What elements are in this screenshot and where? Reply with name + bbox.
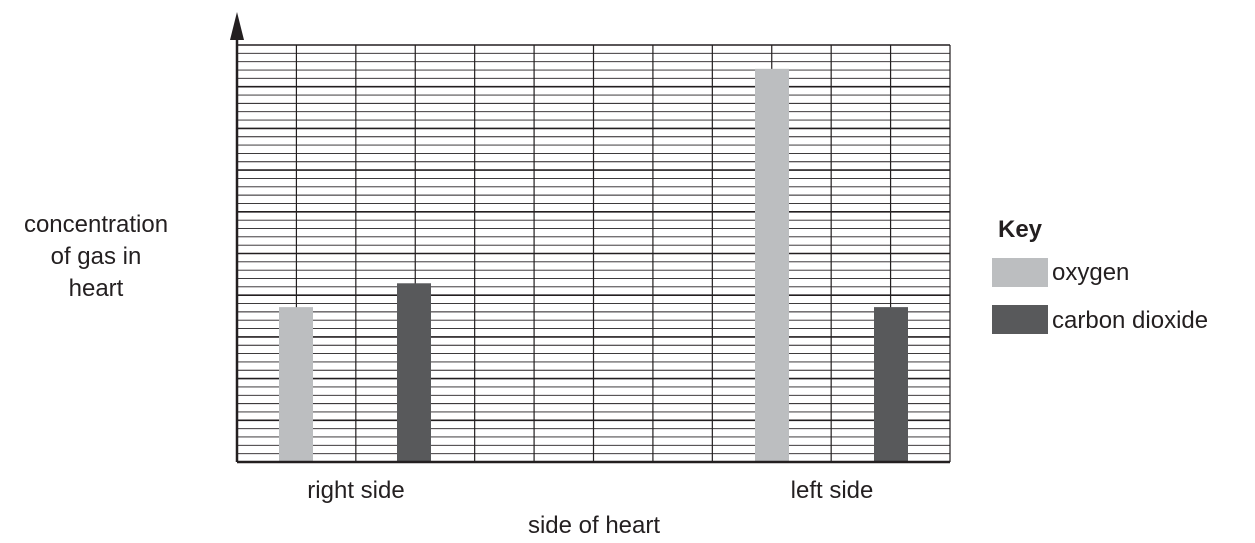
bar-oxygen-left-side (755, 68, 789, 462)
legend-swatch-oxygen (992, 258, 1048, 287)
x-tick-label-left-side: left side (791, 477, 874, 504)
legend-title: Key (998, 216, 1043, 243)
y-axis-label-line-1: concentration (24, 211, 168, 238)
legend-label-oxygen: oxygen (1052, 259, 1129, 286)
legend-label-carbon-dioxide: carbon dioxide (1052, 307, 1208, 334)
chart-grid (236, 44, 951, 463)
chart-axes (230, 12, 950, 464)
bar-carbon-dioxide-right-side (397, 283, 431, 462)
x-axis-label: side of heart (528, 512, 660, 538)
y-axis-label-line-2: of gas in (51, 243, 142, 270)
x-tick-label-right-side: right side (307, 477, 404, 504)
y-axis-arrowhead (230, 12, 244, 40)
legend-swatch-carbon-dioxide (992, 305, 1048, 334)
chart-bars (279, 68, 908, 462)
bar-oxygen-right-side (279, 307, 313, 462)
bar-carbon-dioxide-left-side (874, 307, 908, 462)
legend: Key oxygen carbon dioxide (992, 216, 1208, 334)
y-axis-label-line-3: heart (69, 275, 124, 302)
